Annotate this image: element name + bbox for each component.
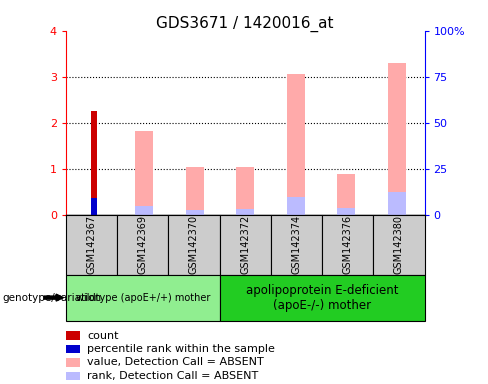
Bar (135, 206, 153, 215)
Text: GSM142369: GSM142369 (138, 215, 148, 274)
Text: wildtype (apoE+/+) mother: wildtype (apoE+/+) mother (76, 293, 210, 303)
Bar (168, 215, 220, 275)
Bar (236, 209, 254, 215)
Text: GSM142372: GSM142372 (240, 215, 250, 275)
Bar (66, 372, 80, 380)
Bar (66, 275, 220, 321)
Bar (186, 167, 203, 215)
Bar (135, 131, 153, 215)
Bar (388, 63, 406, 215)
Bar (236, 167, 254, 215)
Text: rank, Detection Call = ABSENT: rank, Detection Call = ABSENT (87, 371, 259, 381)
Bar (66, 215, 117, 275)
Text: percentile rank within the sample: percentile rank within the sample (87, 344, 275, 354)
Text: apolipoprotein E-deficient
(apoE-/-) mother: apolipoprotein E-deficient (apoE-/-) mot… (246, 284, 398, 311)
Bar (186, 210, 203, 215)
Text: GSM142374: GSM142374 (291, 215, 302, 274)
Text: GSM142370: GSM142370 (189, 215, 199, 274)
Bar (287, 197, 305, 215)
Bar (388, 192, 406, 215)
Bar (337, 208, 355, 215)
Text: genotype/variation: genotype/variation (2, 293, 102, 303)
Bar (271, 215, 322, 275)
Bar (91, 197, 97, 215)
Text: count: count (87, 331, 119, 341)
Text: GDS3671 / 1420016_at: GDS3671 / 1420016_at (157, 15, 334, 31)
Bar (322, 215, 373, 275)
Bar (91, 111, 97, 215)
Bar (66, 358, 80, 367)
Bar (287, 74, 305, 215)
Text: value, Detection Call = ABSENT: value, Detection Call = ABSENT (87, 358, 264, 367)
Bar (373, 215, 425, 275)
Text: GSM142376: GSM142376 (343, 215, 353, 274)
Bar (66, 345, 80, 353)
Bar (220, 215, 271, 275)
Bar (220, 275, 425, 321)
Text: GSM142367: GSM142367 (86, 215, 97, 274)
Bar (66, 331, 80, 340)
Bar (117, 215, 168, 275)
Text: GSM142380: GSM142380 (394, 215, 404, 274)
Bar (337, 174, 355, 215)
